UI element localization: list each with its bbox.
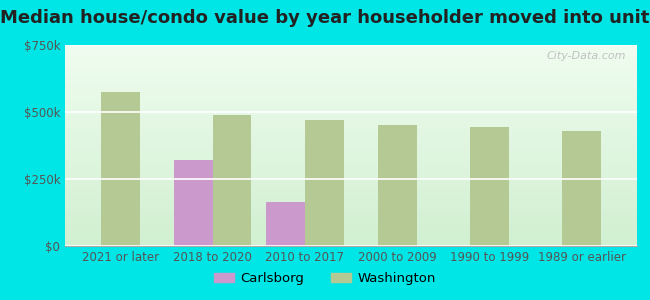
Bar	[174, 160, 213, 246]
Text: City-Data.com: City-Data.com	[546, 51, 625, 61]
Bar	[213, 115, 252, 246]
Legend: Carlsborg, Washington: Carlsborg, Washington	[209, 267, 441, 290]
Bar	[101, 92, 140, 246]
Bar	[305, 120, 344, 246]
Bar	[266, 202, 305, 246]
Bar	[562, 131, 601, 246]
Text: Median house/condo value by year householder moved into unit: Median house/condo value by year househo…	[0, 9, 650, 27]
Bar	[470, 127, 509, 246]
Bar	[378, 125, 417, 246]
